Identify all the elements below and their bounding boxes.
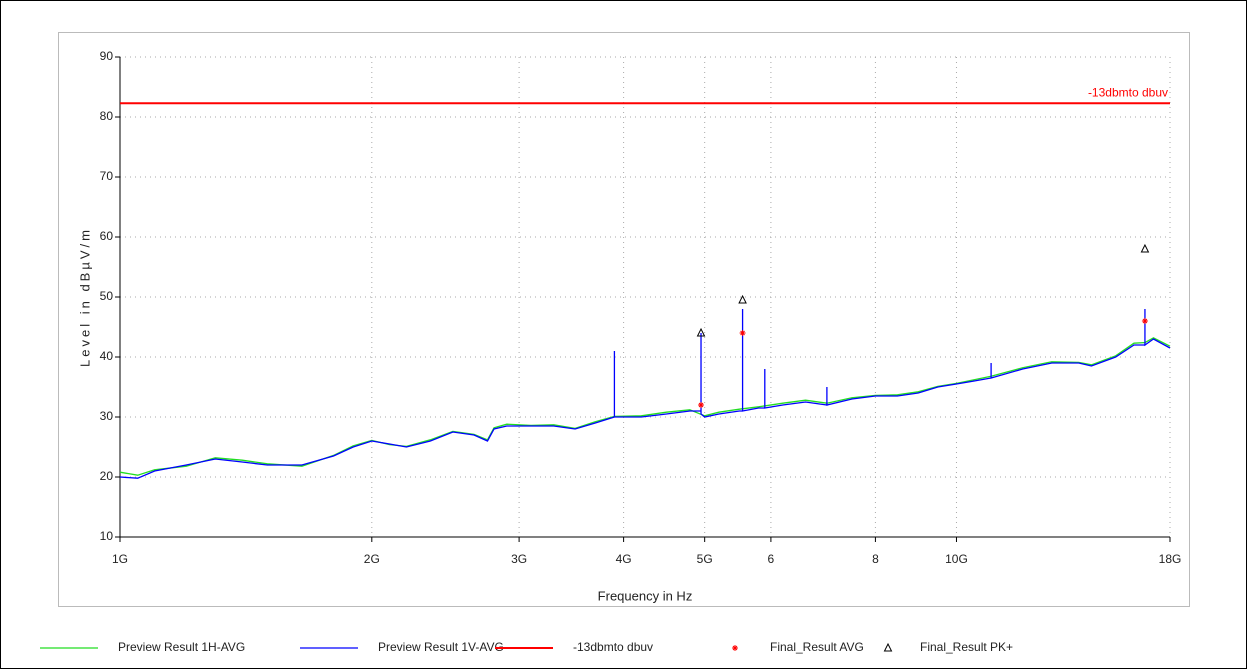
legend-label: Final_Result PK+ — [920, 640, 1013, 654]
x-tick-label: 2G — [364, 552, 380, 566]
legend-label: Final_Result AVG — [770, 640, 864, 654]
triangle-marker — [696, 327, 706, 337]
series-line — [119, 309, 1171, 479]
x-tick-label: 3G — [511, 552, 527, 566]
y-tick-label: 80 — [100, 109, 114, 123]
y-tick-label: 10 — [100, 529, 114, 543]
legend-label: Preview Result 1V-AVG — [378, 640, 504, 654]
plot-frame — [58, 32, 1190, 607]
x-tick-label: 4G — [616, 552, 632, 566]
legend-swatch — [883, 642, 893, 652]
triangle-marker — [1140, 243, 1150, 253]
y-tick-label: 70 — [100, 169, 114, 183]
legend-label: Preview Result 1H-AVG — [118, 640, 245, 654]
x-axis-title: Frequency in Hz — [598, 588, 693, 603]
x-tick-label: 1G — [112, 552, 128, 566]
star-marker — [739, 330, 746, 336]
legend-label: -13dbmto dbuv — [573, 640, 653, 654]
x-tick-label: 5G — [697, 552, 713, 566]
y-tick-label: 60 — [100, 229, 114, 243]
y-tick-label: 40 — [100, 349, 114, 363]
x-tick-label: 8 — [872, 552, 879, 566]
y-axis-title: Level in dBµV/m — [77, 227, 92, 367]
star-marker — [1141, 318, 1148, 324]
y-tick-label: 20 — [100, 469, 114, 483]
limit-label: -13dbmto dbuv — [1088, 85, 1168, 99]
x-tick-label: 18G — [1159, 552, 1182, 566]
y-tick-label: 50 — [100, 289, 114, 303]
star-marker — [698, 402, 705, 408]
triangle-marker — [738, 294, 747, 304]
legend-swatch — [732, 645, 738, 651]
x-tick-label: 6 — [768, 552, 775, 566]
y-tick-label: 30 — [100, 409, 114, 423]
y-tick-label: 90 — [100, 49, 114, 63]
x-tick-label: 10G — [945, 552, 968, 566]
series-line — [119, 337, 1171, 476]
